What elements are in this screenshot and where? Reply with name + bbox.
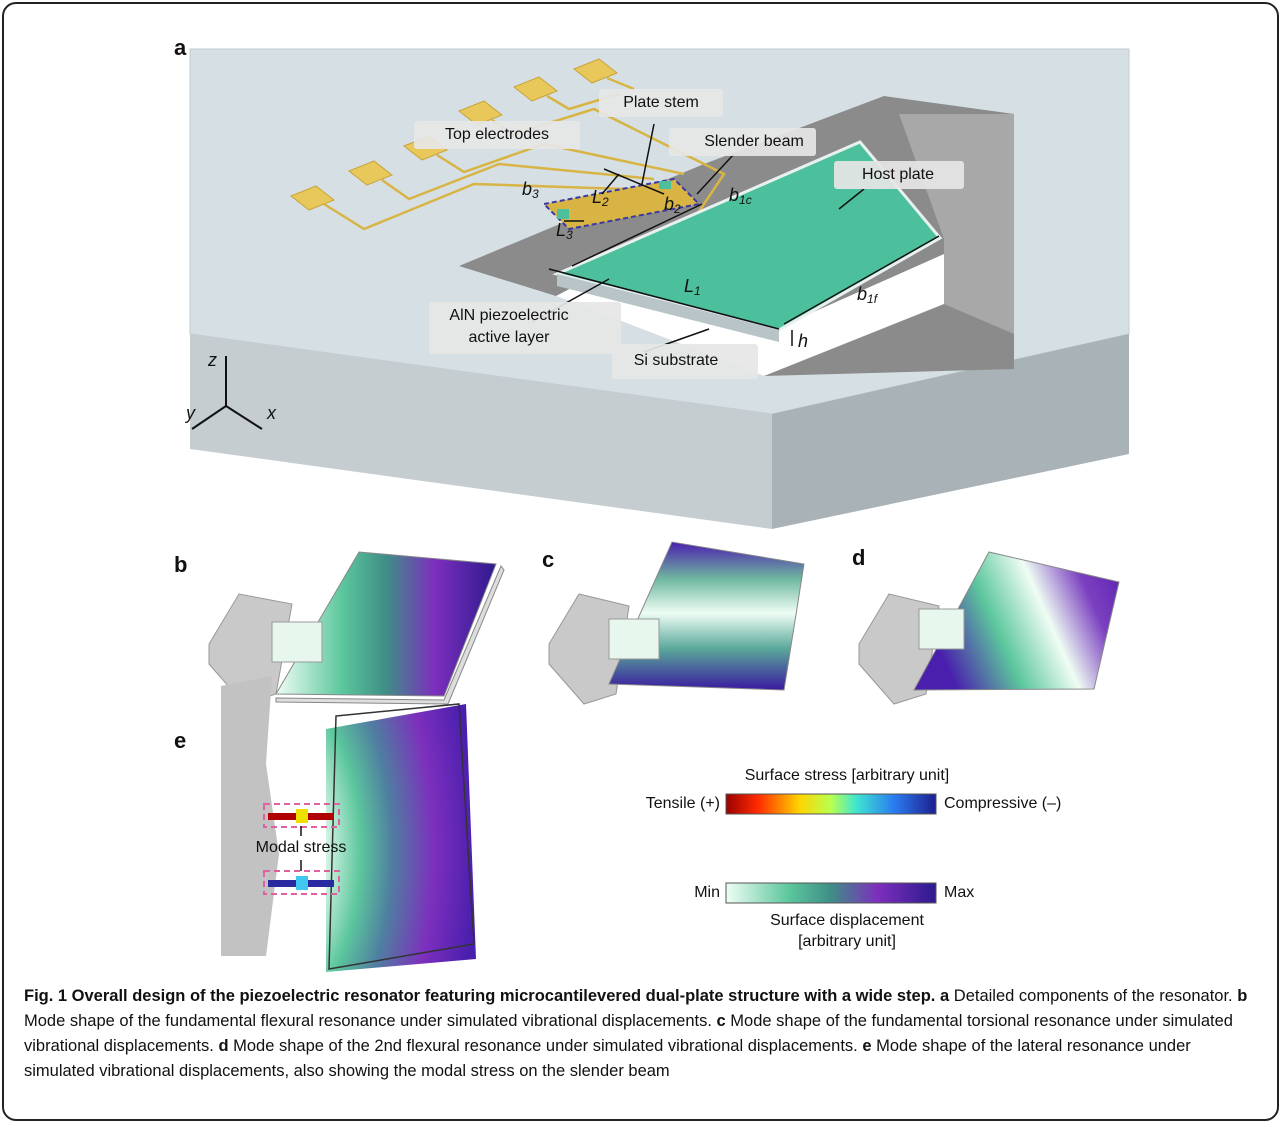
- caption-item-label: c: [717, 1012, 726, 1030]
- panel-label: a: [174, 35, 187, 60]
- caption-item-label: e: [862, 1037, 871, 1055]
- callout-label: Slender beam: [704, 133, 804, 150]
- colorbar-end-label: Compressive (–): [944, 795, 1061, 812]
- axis-label: z: [207, 350, 217, 370]
- caption-item-text: Mode shape of the fundamental flexural r…: [24, 1012, 712, 1030]
- slender-beam: [659, 181, 671, 189]
- colorbar-end-label: Tensile (+): [646, 795, 720, 812]
- subscript: 2: [601, 195, 609, 209]
- caption-item-text: Detailed components of the resonator.: [954, 987, 1233, 1005]
- caption-title: Fig. 1 Overall design of the piezoelectr…: [24, 987, 935, 1005]
- symbol: b: [857, 284, 867, 304]
- symbol: L: [592, 187, 602, 207]
- symbol: L: [556, 220, 566, 240]
- panel-label: d: [852, 545, 865, 570]
- colorbar: [726, 794, 936, 814]
- colorbar: [726, 883, 936, 903]
- caption-item-label: b: [1237, 987, 1247, 1005]
- annotation: Modal stress: [256, 839, 347, 856]
- panel-label: c: [542, 547, 554, 572]
- subscript: 1c: [739, 193, 752, 207]
- caption-item-text: Mode shape of the 2nd flexural resonance…: [233, 1037, 858, 1055]
- colorbar-end-label: Min: [694, 884, 720, 901]
- dimension-label: h: [798, 331, 808, 351]
- plate-stem: [609, 619, 659, 659]
- mode-shape-torsional: [609, 542, 804, 690]
- caption-item-label: d: [218, 1037, 228, 1055]
- axis-label: x: [266, 403, 277, 423]
- panel-label: e: [174, 728, 186, 753]
- figure-art: Plate stem Top electrodes Slender beam H…: [4, 4, 1277, 979]
- stress-hotspot: [296, 876, 308, 890]
- caption-item-label: a: [940, 987, 949, 1005]
- colorbar-title: Surface displacement: [770, 912, 924, 929]
- callout-label: Host plate: [862, 166, 934, 183]
- subscript: 1: [694, 284, 701, 298]
- subscript: 2: [673, 202, 681, 216]
- subscript: 3: [566, 228, 573, 242]
- colorbar-title: [arbitrary unit]: [798, 933, 896, 950]
- subscript: 3: [532, 187, 539, 201]
- figure: Plate stem Top electrodes Slender beam H…: [2, 2, 1279, 1121]
- plate-stem: [919, 609, 964, 649]
- colorbar-end-label: Max: [944, 884, 974, 901]
- caption: Fig. 1 Overall design of the piezoelectr…: [24, 984, 1259, 1084]
- symbol: b: [522, 179, 532, 199]
- colorbar-title: Surface stress [arbitrary unit]: [745, 767, 950, 784]
- subscript: 1f: [867, 292, 879, 306]
- plate-stem: [272, 622, 322, 662]
- slender-beam: [557, 209, 569, 219]
- stress-hotspot: [296, 809, 308, 823]
- panel-label: b: [174, 552, 187, 577]
- symbol: L: [684, 276, 694, 296]
- symbol: b: [729, 185, 739, 205]
- callout-label: Plate stem: [623, 94, 699, 111]
- axis-label: y: [184, 403, 196, 423]
- callout-label: Top electrodes: [445, 126, 549, 143]
- callout-label: Si substrate: [634, 352, 719, 369]
- symbol: h: [798, 331, 808, 351]
- callout-label: active layer: [469, 329, 551, 346]
- symbol: b: [664, 194, 674, 214]
- callout-label: AlN piezoelectric: [449, 307, 568, 324]
- mode-shape-lateral: [326, 704, 476, 972]
